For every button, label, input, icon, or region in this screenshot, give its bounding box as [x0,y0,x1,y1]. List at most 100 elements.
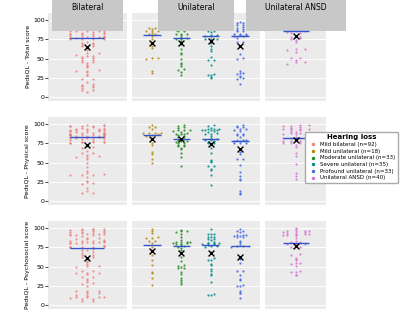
Point [208,33,214,38]
Point [175,143,182,148]
Point [101,228,108,233]
Point [101,239,108,244]
Point [178,227,185,232]
Point [84,175,90,180]
Point [84,26,90,32]
Point [84,44,90,49]
Point [293,255,299,260]
Point [240,25,246,30]
Point [78,250,85,255]
Point [84,20,90,25]
Point [96,20,102,25]
Point [101,126,108,131]
Point [181,66,188,72]
Point [149,136,155,141]
Point [149,258,155,263]
Point [301,230,308,235]
Point [210,138,217,143]
Point [208,293,214,298]
Point [90,145,96,150]
Point [297,35,303,40]
Point [140,131,146,136]
Point [96,19,102,24]
Point [90,172,96,177]
Point [301,25,308,30]
Point [237,241,243,246]
Point [101,34,108,39]
Point [178,238,185,243]
Point [237,233,243,238]
Point [234,269,240,274]
Point [101,132,108,137]
Point [234,132,240,137]
Point [297,55,303,60]
Point [90,131,96,136]
Point [237,33,243,38]
Point [101,231,108,236]
Point [67,133,74,138]
Point [237,31,243,36]
Point [237,150,243,155]
Point [288,23,295,28]
Point [178,229,185,234]
Point [231,32,237,37]
Point [234,23,240,28]
Point [73,24,79,29]
Point [187,128,194,133]
Point [90,250,96,255]
Point [84,259,90,264]
Point [208,128,214,133]
Point [96,240,102,245]
Point [96,34,102,39]
Point [146,131,152,136]
Point [208,251,214,256]
Point [237,190,243,195]
Point [101,140,108,145]
Point [280,127,286,132]
Point [297,124,303,129]
Point [293,46,299,51]
Point [234,27,240,32]
Point [210,57,217,62]
Point [208,183,214,188]
Point [178,62,185,67]
Point [204,127,211,132]
Point [149,31,155,36]
Point [67,141,74,146]
Point [149,26,155,32]
Point [78,181,85,186]
Point [297,126,303,131]
Point [96,263,102,268]
Point [143,57,150,62]
Point [210,23,217,28]
Point [90,268,96,273]
Point [90,226,96,231]
Point [288,31,295,36]
Point [288,123,295,128]
Point [73,292,79,297]
Point [204,292,211,297]
Point [67,32,74,37]
Point [284,25,290,30]
Point [175,266,182,271]
Point [78,125,85,130]
Point [149,29,155,34]
Point [178,33,185,38]
Point [78,83,85,88]
Point [288,127,295,132]
Point [149,37,155,42]
Point [208,47,214,52]
Point [208,32,214,37]
Point [213,130,220,135]
Point [84,262,90,267]
Point [84,291,90,296]
Point [237,129,243,134]
Point [178,39,185,44]
Point [149,68,155,73]
Point [237,176,243,181]
Point [143,133,150,138]
Point [204,129,211,134]
Point [101,132,108,137]
Point [78,85,85,90]
Point [297,128,303,133]
